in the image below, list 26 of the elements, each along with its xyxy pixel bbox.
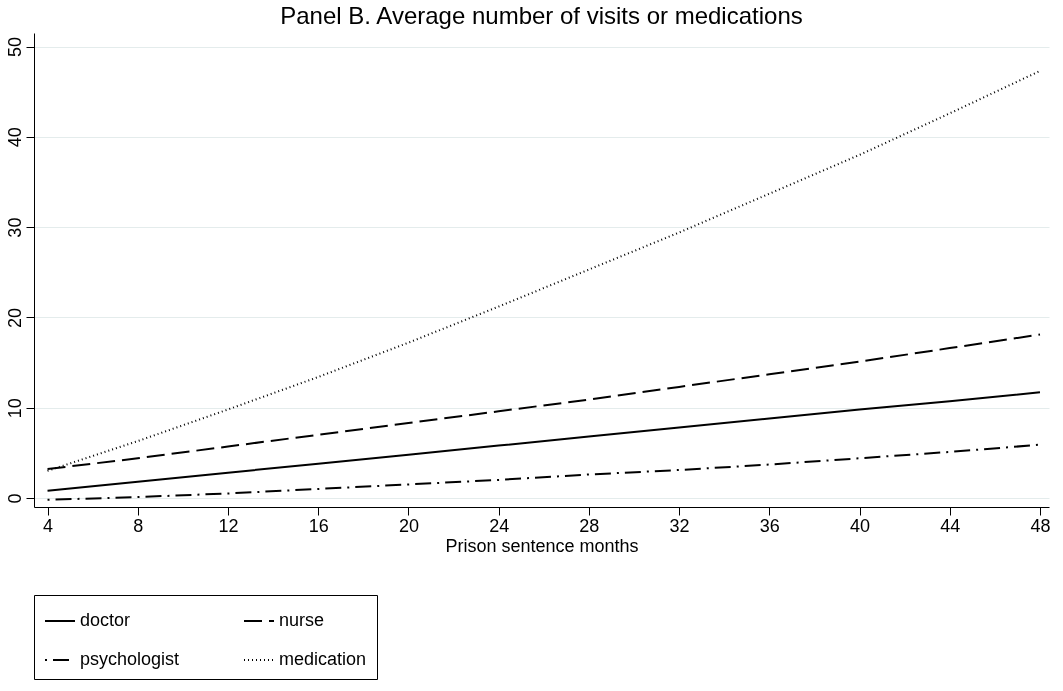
x-tick-label: 36 bbox=[759, 515, 780, 536]
x-tick-label: 8 bbox=[133, 515, 144, 536]
x-tick-label: 32 bbox=[669, 515, 690, 536]
line-series bbox=[46, 391, 1041, 492]
x-tick-label: 16 bbox=[308, 515, 329, 536]
y-tick-label: 10 bbox=[4, 398, 25, 419]
x-tick-label: 40 bbox=[850, 515, 871, 536]
legend-label: psychologist bbox=[80, 649, 180, 669]
x-tick-label: 24 bbox=[489, 515, 510, 536]
x-tick-label: 28 bbox=[579, 515, 600, 536]
x-axis-title: Prison sentence months bbox=[445, 535, 639, 556]
x-tick-label: 4 bbox=[43, 515, 54, 536]
y-tick-label: 50 bbox=[4, 37, 25, 58]
y-tick-label: 40 bbox=[4, 127, 25, 148]
legend-label: medication bbox=[279, 649, 367, 669]
x-tick-label: 20 bbox=[398, 515, 419, 536]
line-series bbox=[46, 443, 1041, 501]
x-tick-label: 44 bbox=[940, 515, 961, 536]
y-tick-label: 20 bbox=[4, 307, 25, 328]
legend-label: doctor bbox=[80, 610, 131, 630]
chart-title: Panel B. Average number of visits or medications bbox=[280, 2, 803, 29]
y-tick-label: 30 bbox=[4, 217, 25, 238]
y-tick-label: 0 bbox=[4, 493, 25, 504]
x-tick-label: 48 bbox=[1030, 515, 1051, 536]
legend-label: nurse bbox=[279, 610, 325, 630]
x-tick-label: 12 bbox=[218, 515, 239, 536]
